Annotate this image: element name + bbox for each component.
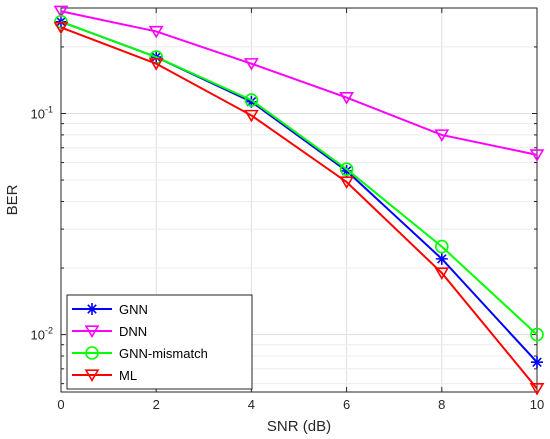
y-tick-label: 10-1 — [31, 104, 53, 121]
legend-label-gnn: GNN — [119, 302, 148, 317]
x-tick-label: 8 — [438, 397, 445, 412]
data-point-dnn — [339, 91, 354, 105]
legend-label-ml: ML — [119, 368, 137, 383]
legend-entry-gnn-mismatch: GNN-mismatch — [72, 346, 208, 361]
series-layer — [53, 5, 545, 396]
legend-marker-gnn — [86, 303, 98, 315]
data-point-gnn — [531, 356, 543, 369]
legend-entry-ml: ML — [72, 368, 137, 383]
legend-box — [66, 294, 253, 390]
data-point-gnn-mismatch — [244, 93, 259, 107]
legend-marker-gnn-mismatch — [85, 346, 99, 360]
data-point-dnn — [244, 58, 259, 71]
data-point-dnn — [434, 129, 450, 142]
x-tick-label: 0 — [57, 397, 64, 412]
legend-marker-ml — [84, 369, 100, 382]
data-point-ml — [244, 109, 259, 123]
data-point-ml — [339, 176, 354, 189]
x-tick-label: 6 — [343, 397, 350, 412]
y-axis-label: BER — [4, 184, 21, 215]
data-point-gnn — [245, 95, 258, 108]
data-point-gnn — [435, 252, 448, 265]
data-point-dnn — [529, 149, 545, 162]
x-tick-label: 2 — [153, 397, 160, 412]
series-line-dnn — [60, 10, 538, 156]
legend-label-dnn: DNN — [119, 324, 147, 339]
series-gnn-mismatch — [54, 14, 544, 342]
legend-entry-gnn: GNN — [72, 302, 148, 317]
data-point-ml — [529, 382, 545, 396]
legend: GNN DNN GNN-mismatch ML — [66, 294, 253, 390]
plot-frame — [60, 7, 538, 393]
x-tick-label: 10 — [530, 397, 544, 412]
series-line-ml — [60, 26, 538, 390]
series-dnn — [53, 5, 545, 162]
data-point-ml — [53, 21, 69, 35]
x-axis-label: SNR (dB) — [267, 418, 331, 435]
data-point-gnn-mismatch — [339, 162, 354, 176]
data-point-gnn-mismatch — [530, 327, 544, 342]
data-point-ml — [434, 267, 450, 280]
data-point-ml — [148, 58, 164, 71]
y-tick-label: 10-2 — [31, 326, 53, 343]
legend-entry-dnn: DNN — [72, 324, 147, 339]
series-line-gnn-mismatch — [60, 20, 538, 336]
data-point-dnn — [53, 5, 69, 19]
legend-marker-dnn — [84, 325, 100, 338]
data-point-dnn — [148, 25, 164, 39]
legend-label-gnn-mismatch: GNN-mismatch — [119, 346, 208, 361]
series-ml — [53, 21, 545, 396]
data-point-gnn-mismatch — [434, 239, 449, 254]
x-tick-label: 4 — [248, 397, 255, 412]
axis-ticks: 0 2 4 6 8 10 10-2 10-1 — [31, 8, 544, 412]
data-point-gnn — [340, 164, 353, 177]
